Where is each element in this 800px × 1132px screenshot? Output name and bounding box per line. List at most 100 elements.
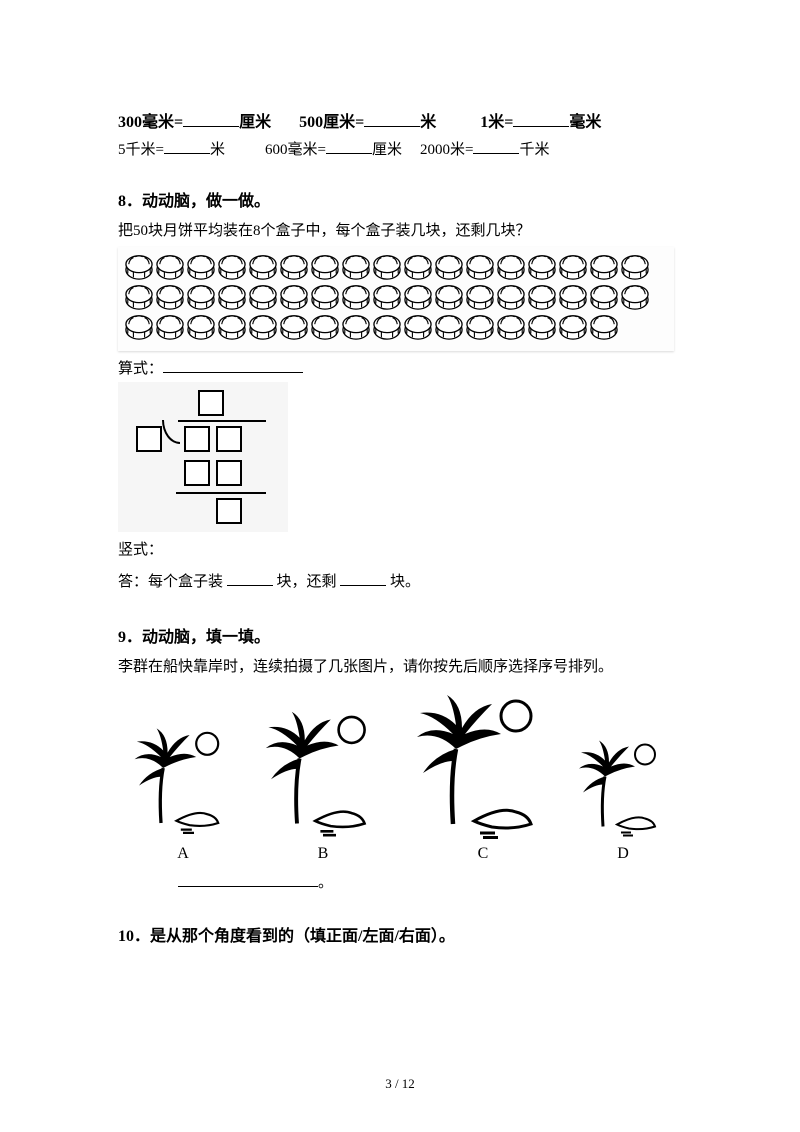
division-box (184, 460, 210, 486)
period: 。 (318, 871, 333, 892)
division-box (184, 426, 210, 452)
mooncake-icon (310, 283, 340, 311)
mooncake-icon (465, 283, 495, 311)
mooncake-icon (124, 253, 154, 281)
mooncake-icon (496, 313, 526, 341)
blank-input[interactable] (340, 570, 386, 586)
worksheet-page: 300毫米= 厘米 500厘米= 米 1米= 毫米 5千米= 米 600毫米= … (0, 0, 800, 946)
blank-input[interactable] (227, 570, 273, 586)
mooncake-icon (124, 313, 154, 341)
conv-item: 5千米= (118, 138, 164, 159)
mooncake-icon (248, 253, 278, 281)
option-label: B (248, 845, 398, 863)
mooncake-icon (558, 313, 588, 341)
blank-input[interactable] (183, 111, 239, 127)
mooncake-icon (372, 313, 402, 341)
mooncake-icon (155, 313, 185, 341)
conv-item: 600毫米= (265, 138, 326, 159)
mooncake-icon (620, 253, 650, 281)
mooncake-icon (186, 313, 216, 341)
mooncake-icon (434, 313, 464, 341)
option-label: A (118, 845, 248, 863)
mooncake-icon (465, 313, 495, 341)
division-box (216, 426, 242, 452)
conv-item: 2000米= (420, 138, 473, 159)
mooncake-icon (496, 253, 526, 281)
conv-item: 300毫米= (118, 108, 183, 132)
mooncake-icon (279, 253, 309, 281)
blank-input[interactable] (326, 138, 372, 154)
division-box (216, 460, 242, 486)
palm-labels-row: A B C D (118, 845, 678, 863)
palm-images-row (118, 689, 678, 839)
mooncake-icon (124, 283, 154, 311)
division-bracket (162, 420, 180, 444)
conv-unit: 米 (420, 108, 436, 132)
formula-row: 算式： (118, 357, 682, 378)
conv-item: 500厘米= (299, 108, 364, 132)
blank-input[interactable] (364, 111, 420, 127)
mooncake-icon (279, 283, 309, 311)
q9-prompt: 李群在船快靠岸时，连续拍摄了几张图片，请你按先后顺序选择序号排列。 (118, 655, 682, 679)
mooncake-icon (186, 283, 216, 311)
conversion-row-1: 300毫米= 厘米 500厘米= 米 1米= 毫米 (118, 108, 682, 132)
blank-input[interactable] (178, 871, 318, 887)
mooncake-icon (341, 253, 371, 281)
mooncake-icon (186, 253, 216, 281)
blank-input[interactable] (164, 138, 210, 154)
mooncake-icon (527, 253, 557, 281)
mooncake-icon (496, 283, 526, 311)
conv-unit: 厘米 (372, 138, 402, 159)
conv-unit: 厘米 (239, 108, 271, 132)
mooncake-icon (217, 313, 247, 341)
mooncake-icon (558, 253, 588, 281)
mooncake-icon (434, 283, 464, 311)
division-line (176, 492, 266, 494)
mooncake-icon (248, 313, 278, 341)
option-label: C (398, 845, 568, 863)
q8-answer-line: 答：每个盒子装 块，还剩 块。 (118, 570, 682, 596)
vertical-label: 竖式： (118, 538, 682, 564)
mooncake-icon (527, 283, 557, 311)
answer-mid: 块，还剩 (277, 574, 337, 590)
blank-input[interactable] (513, 111, 569, 127)
mooncake-icon (372, 253, 402, 281)
division-box (216, 498, 242, 524)
mooncake-icon (434, 253, 464, 281)
answer-prefix: 答：每个盒子装 (118, 574, 223, 590)
answer-suffix: 块。 (390, 574, 420, 590)
mooncake-icon (589, 253, 619, 281)
mooncake-icon (403, 283, 433, 311)
q8-prompt: 把50块月饼平均装在8个盒子中，每个盒子装几块，还剩几块？ (118, 219, 682, 243)
mooncake-icon (341, 313, 371, 341)
conv-unit: 千米 (519, 138, 549, 159)
conv-unit: 米 (210, 138, 225, 159)
palm-image (118, 719, 248, 839)
division-box (198, 390, 224, 416)
mooncake-icon (589, 313, 619, 341)
mooncake-icon (310, 313, 340, 341)
division-line (178, 420, 266, 422)
sequence-answer: 。 (178, 871, 682, 892)
mooncake-icon (465, 253, 495, 281)
mooncake-icon (620, 283, 650, 311)
mooncake-icon (527, 313, 557, 341)
blank-input[interactable] (473, 138, 519, 154)
mooncake-icon (558, 283, 588, 311)
option-label: D (568, 845, 678, 863)
mooncake-icon (403, 253, 433, 281)
page-footer: 3 / 12 (0, 1076, 800, 1092)
mooncake-icon (310, 253, 340, 281)
mooncake-icon (279, 313, 309, 341)
mooncake-icon (217, 253, 247, 281)
palm-image (398, 689, 568, 839)
mooncake-icon (589, 283, 619, 311)
q10-heading: 10．是从那个角度看到的（填正面/左面/右面）。 (118, 922, 682, 946)
division-box (136, 426, 162, 452)
mooncake-icon (217, 283, 247, 311)
q9-heading: 9．动动脑，填一填。 (118, 623, 682, 647)
blank-input[interactable] (163, 357, 303, 373)
mooncake-icon (155, 253, 185, 281)
conv-unit: 毫米 (569, 108, 601, 132)
palm-image (248, 704, 398, 839)
